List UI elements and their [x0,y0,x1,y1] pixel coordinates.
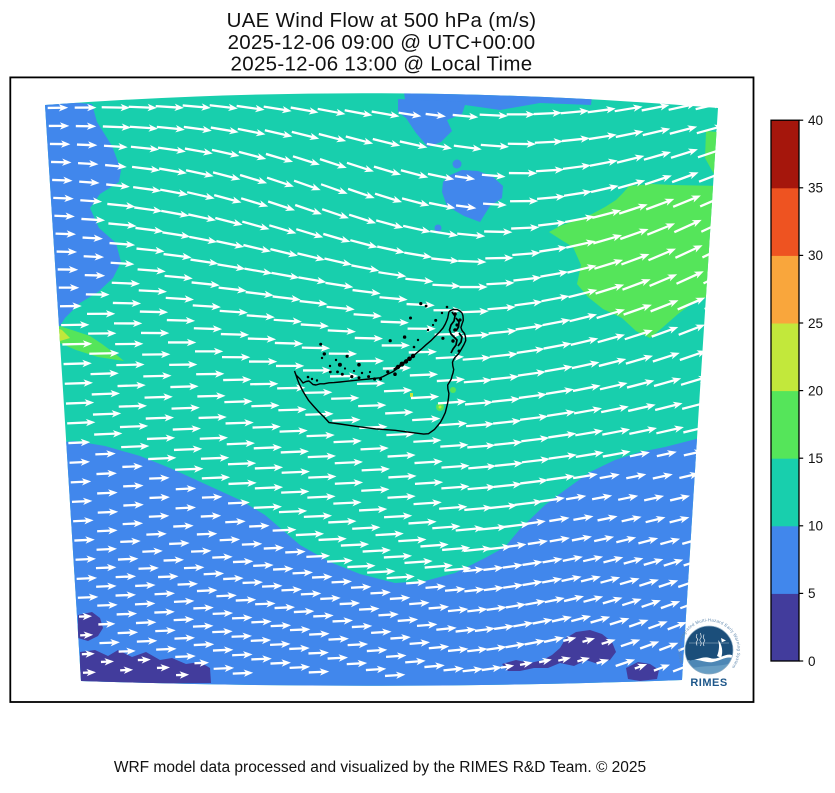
svg-text:5: 5 [808,586,816,601]
svg-text:15: 15 [808,451,823,466]
svg-text:40: 40 [808,113,823,128]
svg-text:35: 35 [808,181,823,196]
svg-text:30: 30 [808,248,823,263]
svg-text:WRF model data processed and v: WRF model data processed and visualized … [114,759,646,776]
svg-text:2025-12-06 13:00 @ Local Time: 2025-12-06 13:00 @ Local Time [231,53,533,76]
svg-text:RIMES: RIMES [690,677,727,689]
svg-text:2025-12-06 09:00 @ UTC+00:00: 2025-12-06 09:00 @ UTC+00:00 [228,31,536,54]
svg-text:25: 25 [808,316,823,331]
svg-text:20: 20 [808,383,823,398]
svg-text:10: 10 [808,519,823,534]
svg-text:0: 0 [808,654,816,669]
svg-text:UAE Wind Flow at 500 hPa (m/s): UAE Wind Flow at 500 hPa (m/s) [227,9,537,32]
